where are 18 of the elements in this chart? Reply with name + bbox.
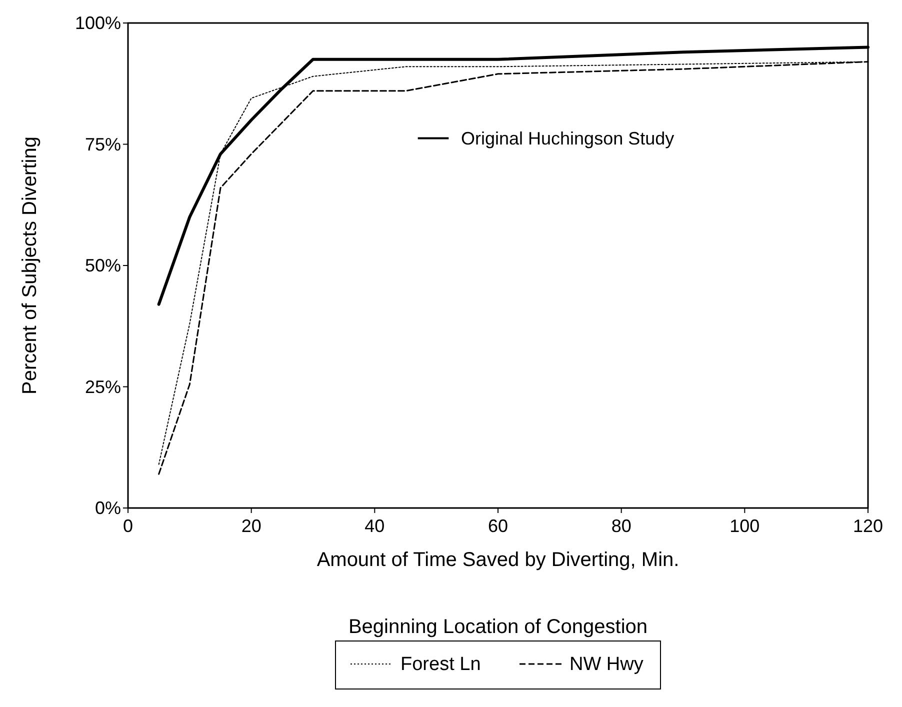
x-tick-label: 40 [364,516,385,536]
x-tick-label: 80 [611,516,632,536]
y-axis-title: Percent of Subjects Diverting [19,136,41,394]
legend-label: NW Hwy [570,654,644,675]
legend-title: Beginning Location of Congestion [348,616,648,638]
legend-label: Original Huchingson Study [461,128,674,148]
x-tick-label: 120 [852,516,884,536]
y-tick-label: 75% [84,134,121,154]
x-tick-label: 20 [241,516,262,536]
x-tick-label: 100 [730,516,760,536]
y-tick-label: 0% [94,498,121,518]
x-tick-label: 60 [488,516,508,536]
y-tick-label: 100% [74,13,121,33]
x-axis-title: Amount of Time Saved by Diverting, Min. [316,549,680,571]
y-tick-label: 50% [84,256,121,276]
legend-label: Forest Ln [400,654,481,675]
x-tick-label: 0 [122,516,134,536]
y-tick-label: 25% [84,376,121,397]
